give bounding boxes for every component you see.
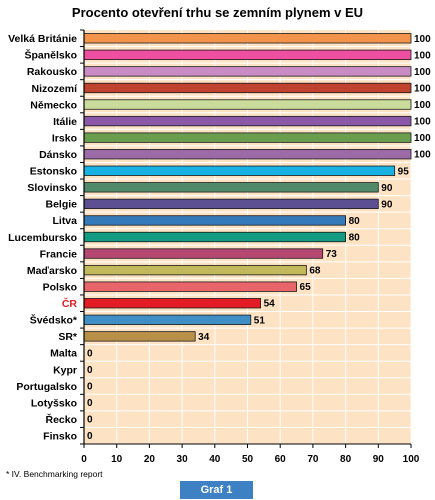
value-label: 100 xyxy=(414,117,431,128)
bar xyxy=(83,314,252,325)
x-tick-label: 70 xyxy=(307,454,319,465)
bar xyxy=(83,149,412,160)
value-label: 0 xyxy=(87,348,93,359)
x-tick-label: 40 xyxy=(209,454,221,465)
x-tick-label: 20 xyxy=(144,454,156,465)
category-labels: Velká Británie Španělsko Rakousko Nizozemí N… xyxy=(8,33,78,442)
value-label: 65 xyxy=(300,282,312,293)
x-axis-ticks: 0 10 20 30 40 50 60 70 80 90 100 xyxy=(81,444,420,465)
x-tick-label: 100 xyxy=(403,454,420,465)
bar xyxy=(83,165,396,176)
bar xyxy=(83,215,347,226)
x-tick-label: 50 xyxy=(242,454,254,465)
value-label: 100 xyxy=(414,133,431,144)
value-label: 100 xyxy=(414,150,431,161)
bar xyxy=(83,231,347,243)
x-tick-label: 60 xyxy=(275,454,287,465)
category-label: Španělsko xyxy=(24,49,77,62)
category-label: Polsko xyxy=(43,281,77,293)
category-label: Německo xyxy=(30,99,77,111)
value-label: 51 xyxy=(254,315,266,326)
figure-caption: Graf 1 xyxy=(180,481,253,499)
value-label: 100 xyxy=(414,100,431,111)
bar xyxy=(83,182,379,193)
bar xyxy=(83,33,412,44)
value-label: 0 xyxy=(87,415,93,426)
value-label: 73 xyxy=(326,249,338,260)
footnote: * IV. Benchmarking report xyxy=(6,469,103,479)
category-label: ČR xyxy=(62,297,78,310)
bar xyxy=(83,198,379,210)
category-label: Velká Británie xyxy=(8,33,77,45)
bar xyxy=(83,248,324,259)
category-label: Lotyšsko xyxy=(31,397,77,409)
bar xyxy=(83,264,307,276)
value-label: 0 xyxy=(87,398,93,409)
category-label: Nizozemí xyxy=(31,83,78,95)
category-label: Lucembursko xyxy=(8,232,77,244)
category-label: Řecko xyxy=(45,413,77,426)
category-label: Slovinsko xyxy=(27,182,77,194)
value-label: 100 xyxy=(414,83,431,94)
value-label: 0 xyxy=(87,431,93,442)
value-label: 0 xyxy=(87,365,93,376)
category-label: Dánsko xyxy=(39,149,77,161)
value-label: 95 xyxy=(398,166,410,177)
category-label: Belgie xyxy=(45,199,77,211)
category-label: Finsko xyxy=(43,431,77,443)
value-label: 100 xyxy=(414,50,431,61)
x-tick-label: 0 xyxy=(81,454,87,465)
bar xyxy=(83,298,261,309)
category-label: Francie xyxy=(40,248,78,260)
bar xyxy=(83,49,412,60)
bar xyxy=(83,281,297,292)
category-label: Itálie xyxy=(53,116,77,128)
value-labels: 100 100 100 100 100 100 100 100 95 90 90 80 80 73 68 65… xyxy=(87,34,431,442)
value-label: 100 xyxy=(414,67,431,78)
category-label: Malta xyxy=(50,348,77,360)
bar xyxy=(83,99,412,110)
value-label: 34 xyxy=(198,332,210,343)
value-label: 90 xyxy=(381,199,393,210)
category-label: Estonsko xyxy=(30,166,77,178)
x-tick-label: 80 xyxy=(340,454,352,465)
bar xyxy=(83,66,412,77)
category-label: Maďarsko xyxy=(27,265,77,277)
chart-title: Procento otevření trhu se zemním plynem … xyxy=(71,5,364,20)
bar xyxy=(83,331,196,342)
value-label: 90 xyxy=(381,183,393,194)
x-tick-label: 30 xyxy=(177,454,189,465)
value-label: 0 xyxy=(87,382,93,393)
category-label: Švédsko* xyxy=(30,314,78,327)
value-label: 54 xyxy=(264,299,276,310)
category-label: Rakousko xyxy=(27,66,77,78)
category-label: Litva xyxy=(52,215,77,227)
value-label: 80 xyxy=(349,216,361,227)
category-label: SR* xyxy=(58,331,78,343)
category-label: Irsko xyxy=(52,132,77,144)
bar xyxy=(83,115,412,127)
value-label: 100 xyxy=(414,34,431,45)
bar xyxy=(83,132,412,143)
category-label: Kypr xyxy=(53,364,77,376)
category-label: Portugalsko xyxy=(16,381,77,393)
bar-chart: Velká Británie Španělsko Rakousko Nizozemí N… xyxy=(8,29,431,465)
value-label: 68 xyxy=(309,266,321,277)
x-tick-label: 90 xyxy=(373,454,385,465)
bar xyxy=(83,82,412,94)
x-tick-label: 10 xyxy=(111,454,123,465)
value-label: 80 xyxy=(349,233,361,244)
